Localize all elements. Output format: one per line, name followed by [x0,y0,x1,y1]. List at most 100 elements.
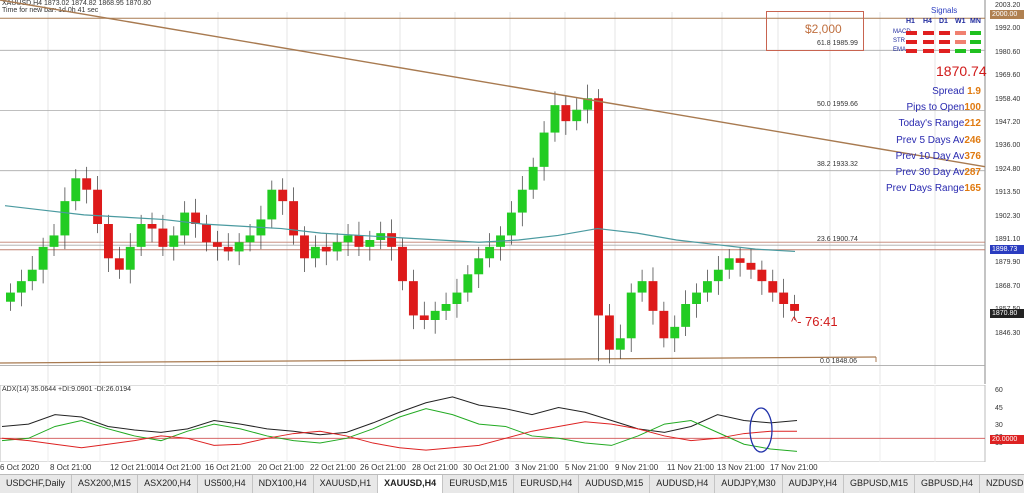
bull-candle [517,189,527,213]
support-trendline [0,356,877,364]
bull-candle [245,235,255,243]
current-price: 1870.74 [936,63,987,79]
price-tick: 1913.50 [995,189,1021,197]
chart-tab[interactable]: NDX100,H4 [253,475,314,493]
price-tick: 1936.00 [995,142,1021,150]
bear-candle [202,224,211,243]
bear-candle [104,224,113,259]
bull-candle [463,274,473,293]
price-chart[interactable] [0,0,1024,384]
price-tick: 1891.10 [995,236,1021,243]
price-tag-2000: 2000.00 [990,10,1024,19]
price-tag-open: 1898.73 [990,245,1024,254]
date-tick: 5 Nov 21:00 [565,463,609,472]
chart-tab[interactable]: USDCHF,Daily [0,475,73,493]
bull-candle [136,224,146,247]
prev30-value: 287 [964,167,981,178]
bear-candle [354,235,364,247]
prev30-info: Prev 30 Day Av287 [896,167,981,178]
plus-di-line [1,408,798,452]
signal-col-h4: H4 [923,18,932,25]
prevdays-value: 165 [964,183,981,194]
signal-cell [906,31,917,35]
price-tick: 1868.70 [995,282,1021,290]
chart-tab[interactable]: ASX200,H4 [138,475,199,493]
bear-candle [768,281,778,293]
prev5-value: 246 [964,135,981,146]
bear-candle [757,269,767,282]
bear-candle [746,262,756,270]
date-tick: 6 Oct 2020 [0,463,40,472]
chart-tab[interactable]: AUDUSD,M15 [579,475,651,493]
bull-candle [485,246,495,259]
pips-label: Pips to Open [906,102,965,113]
adx-indicator[interactable] [0,385,1024,462]
price-tick: 1879.90 [995,259,1021,267]
signal-col-mn: MN [970,18,981,25]
price-tick: 1902.30 [995,212,1021,220]
bear-candle [419,315,429,320]
bear-candle [289,201,299,236]
chart-tab[interactable]: US500,H4 [198,475,253,493]
signal-col-d1: D1 [939,18,948,25]
date-tick: 17 Nov 21:00 [770,463,818,472]
bull-candle [452,292,462,304]
bull-candle [626,292,636,339]
price-tag-current: 1870.80 [990,309,1024,318]
spread-info: Spread 1.9 [932,86,981,97]
bear-candle [223,246,233,252]
descending-trendline [0,0,986,168]
bear-candle [648,281,658,311]
target-box: $2,000 [766,11,864,51]
signal-row-str: STR [893,38,905,44]
symbol-ohlc-line: XAUUSD,H4 1873.02 1874.82 1868.95 1870.8… [2,0,152,7]
chart-tab[interactable]: AUDUSD,H4 [650,475,716,493]
signal-col-h1: H1 [906,18,915,25]
chart-tab[interactable]: XAUUSD,H4 [378,475,444,493]
chart-tab[interactable]: GBPUSD,H4 [915,475,981,493]
spread-value: 1.9 [967,86,981,97]
date-tick: 3 Nov 21:00 [515,463,559,472]
bar-timer: Time for new bar: 1d 0h 41 sec [2,7,99,14]
chart-tab[interactable]: AUDJPY,M30 [715,475,783,493]
bull-candle [16,281,26,293]
bull-candle [125,246,135,270]
signal-cell [970,49,981,53]
chart-tab[interactable]: XAUUSD,H1 [314,475,379,493]
bear-candle [790,304,799,311]
adx-level-tag: 20.0000 [990,435,1024,444]
signal-cell [955,31,966,35]
date-tick: 9 Nov 21:00 [615,463,659,472]
pips-info: Pips to Open100 [907,102,982,113]
date-tick: 22 Oct 21:00 [310,463,356,472]
chart-tab[interactable]: GBPUSD,M15 [844,475,915,493]
chart-tab[interactable]: EURUSD,M15 [443,475,515,493]
prev5-info: Prev 5 Days Av246 [896,135,981,146]
signal-cell [906,49,917,53]
chart-tab[interactable]: NZDUSD,M15 [980,475,1024,493]
price-tick: 1947.20 [995,119,1021,126]
prevdays-info: Prev Days Range165 [886,183,981,194]
bar-countdown: ^- 76:41 [791,314,838,329]
prev10-info: Prev 10 Day Av376 [896,151,981,162]
bull-candle [474,258,484,275]
date-axis: 6 Oct 2020 8 Oct 21:00 12 Oct 21:00 14 Oct … [0,462,1024,474]
chart-tab[interactable]: AUDJPY,H4 [783,475,844,493]
signal-cell [923,40,934,44]
fib-label-382: 38.2 1933.32 [817,161,858,168]
chart-tab[interactable]: ASX200,M15 [72,475,139,493]
date-tick: 11 Nov 21:00 [667,463,714,472]
signal-cell [923,31,934,35]
range-label: Today's Range [898,118,965,129]
bull-candle [681,304,691,327]
prev30-label: Prev 30 Day Av [895,167,965,178]
highlight-ellipse [749,407,773,453]
bull-candle [169,235,179,247]
chart-tab[interactable]: EURUSD,H4 [514,475,580,493]
signal-cell [955,49,966,53]
bear-candle [604,315,614,350]
price-tick: 1980.60 [995,48,1021,56]
bull-candle [430,310,440,320]
bull-candle [506,212,516,236]
fib-label-236: 23.6 1900.74 [817,236,858,243]
